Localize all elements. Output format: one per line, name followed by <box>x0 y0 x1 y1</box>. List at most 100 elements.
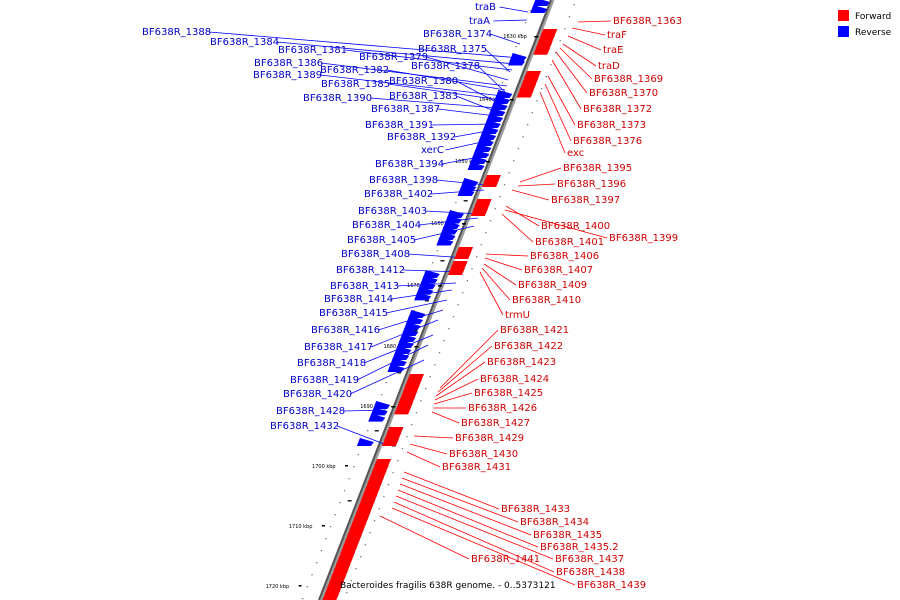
gene-label-forward: BF638R_1429 <box>455 433 524 444</box>
gene-arrow <box>447 268 465 275</box>
gene-label-forward: BF638R_1407 <box>524 265 593 276</box>
legend: Forward Reverse <box>838 10 892 38</box>
leader-line <box>483 263 517 286</box>
leader-line <box>504 209 608 239</box>
gene-label-forward: BF638R_1399 <box>609 233 678 244</box>
scale-tick-mark <box>534 36 539 38</box>
gene-arrow <box>401 328 419 336</box>
leader-line <box>571 27 606 36</box>
gene-label-reverse: BF638R_1405 <box>347 235 416 246</box>
scale-tick-mark <box>298 585 302 587</box>
leader-line <box>395 495 554 560</box>
scale-tick-mark <box>462 223 466 225</box>
gene-arrow <box>381 439 399 446</box>
guide-dot <box>334 514 336 516</box>
gene-label-forward: BF638R_1423 <box>487 357 556 368</box>
gene-arrow <box>370 407 388 416</box>
guide-dot <box>424 388 427 390</box>
gene-arrow <box>408 310 426 318</box>
leader-line <box>209 31 521 59</box>
gene-arrow <box>447 210 465 218</box>
gene-arrow <box>519 84 537 91</box>
leader-line <box>393 501 555 573</box>
leader-line <box>455 80 501 105</box>
gene-labels: traBtraABF638R_1374BF638R_1388BF638R_138… <box>142 2 682 591</box>
gene-label-forward: BF638R_1435.2 <box>540 542 619 553</box>
gene-label-forward: BF638R_1439 <box>577 580 646 591</box>
gene-label-reverse: BF638R_1391 <box>365 120 434 131</box>
gene-label-forward: BF638R_1424 <box>480 374 549 385</box>
gene-label-reverse: BF638R_1419 <box>290 375 359 386</box>
gene-label-forward: BF638R_1372 <box>583 104 652 115</box>
gene-label-reverse: BF638R_1394 <box>375 159 444 170</box>
gene-label-reverse: BF638R_1420 <box>283 389 352 400</box>
leader-line <box>370 97 499 109</box>
leader-line <box>519 167 562 183</box>
scale-tick-mark <box>414 346 419 348</box>
guide-dot <box>373 520 376 522</box>
guide-dot <box>429 376 431 378</box>
leader-line <box>387 69 506 91</box>
gene-arrow <box>476 138 494 146</box>
scale-tick-label: 1690 kbp <box>360 404 384 410</box>
legend-forward-label: Forward <box>855 12 891 22</box>
leader-line <box>434 378 479 401</box>
leader-line <box>391 507 576 586</box>
gene-label-reverse: xerC <box>421 145 444 156</box>
leader-line <box>477 65 506 93</box>
guide-dot <box>485 232 487 234</box>
scale-tick-label: 1680 kbp <box>383 344 407 350</box>
gene-arrow <box>394 407 412 415</box>
guide-dot <box>401 448 404 450</box>
leader-line <box>511 189 550 201</box>
gene-label-reverse: BF638R_1390 <box>303 93 372 104</box>
guide-dot <box>520 34 522 36</box>
gene-arrow <box>407 374 424 381</box>
gene-arrow <box>521 77 539 85</box>
leader-line <box>485 253 529 257</box>
gene-label-reverse: BF638R_1413 <box>330 281 399 292</box>
leader-line <box>431 411 460 424</box>
gene-label-forward: BF638R_1421 <box>500 325 569 336</box>
scale-tick-label: 1650 kbp <box>455 159 479 165</box>
guide-dot <box>329 526 332 528</box>
gene-label-forward: traD <box>598 61 620 72</box>
gene-arrow <box>338 552 356 560</box>
gene-label-forward: BF638R_1400 <box>541 221 610 232</box>
leader-line <box>397 489 539 548</box>
leader-line <box>577 20 612 23</box>
guide-dot <box>489 220 492 222</box>
leader-line <box>345 49 513 71</box>
gene-label-reverse: BF638R_1387 <box>371 104 440 115</box>
gene-label-reverse: BF638R_1374 <box>423 29 492 40</box>
guide-dot <box>343 490 346 492</box>
scale-tick-mark <box>438 285 443 287</box>
guide-dot <box>522 136 524 138</box>
gene-arrow <box>351 517 369 525</box>
guide-dot <box>480 244 482 246</box>
gene-label-forward: exc <box>567 148 584 159</box>
guide-dot <box>325 538 327 540</box>
guide-dot <box>420 400 422 402</box>
scale-tick-mark <box>509 99 514 101</box>
scale-tick-mark <box>391 406 396 408</box>
guide-dot <box>432 262 434 264</box>
scale-tick-label: 1660 kbp <box>431 221 455 227</box>
gene-arrow <box>495 90 513 98</box>
gene-arrow <box>362 488 380 496</box>
gene-arrow <box>533 47 551 55</box>
guide-dot <box>357 454 360 456</box>
leader-line <box>413 435 454 439</box>
guide-dot <box>466 280 469 282</box>
leader-line <box>336 425 385 445</box>
gene-arrow <box>403 322 421 330</box>
leader-line <box>401 477 519 523</box>
gene-arrow <box>540 29 558 36</box>
gene-label-forward: BF638R_1369 <box>594 74 663 85</box>
guide-dot <box>462 292 464 294</box>
guide-dot <box>573 4 575 6</box>
leader-line <box>481 267 511 301</box>
gene-label-forward: BF638R_1376 <box>573 136 642 147</box>
gene-label-reverse: BF638R_1428 <box>276 406 345 417</box>
